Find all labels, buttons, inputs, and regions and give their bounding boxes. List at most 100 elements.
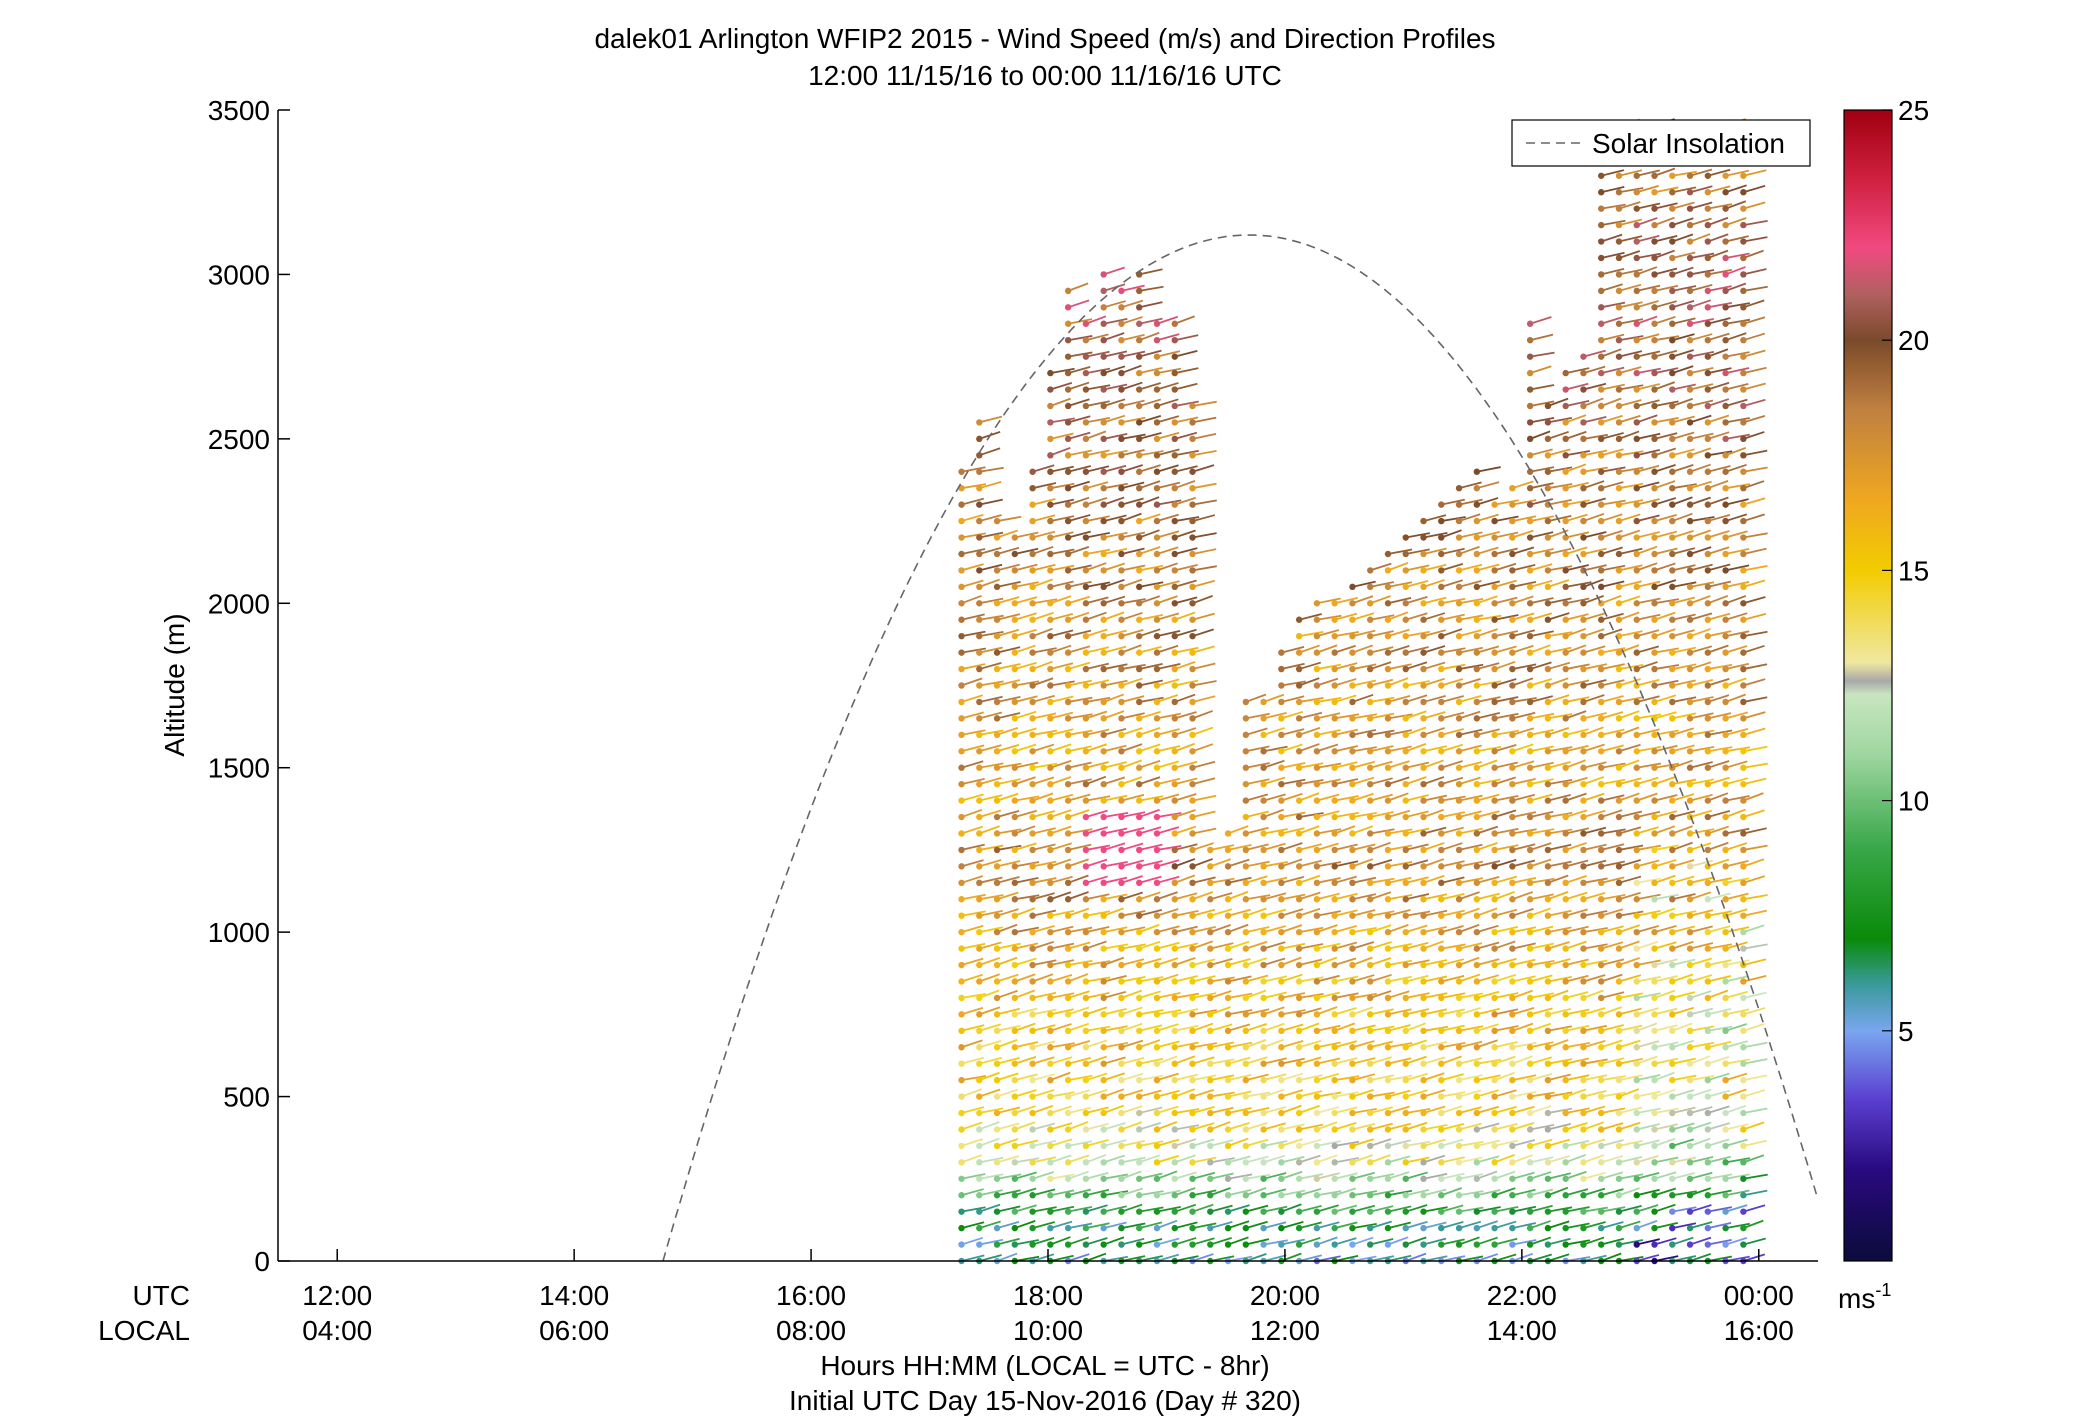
wind-barb-dot (1598, 961, 1605, 969)
wind-barb-dot (976, 698, 983, 706)
wind-barb-shaft (961, 793, 984, 802)
wind-barb-shaft (1298, 1104, 1320, 1114)
wind-barb-dot (1136, 501, 1143, 508)
wind-barb-shaft (1494, 499, 1519, 506)
wind-barb-shaft (1672, 251, 1696, 259)
wind-barb-shaft (979, 876, 1003, 884)
wind-barb-dot (1491, 978, 1498, 985)
wind-barb-dot (1420, 1044, 1427, 1051)
wind-barb-shaft (1067, 828, 1093, 835)
wind-barb-shaft (1352, 1108, 1377, 1114)
wind-barb-shaft (1174, 350, 1198, 358)
wind-barb-dot (1526, 632, 1534, 640)
wind-barb-shaft (1689, 447, 1712, 457)
wind-barb-dot (1455, 1011, 1463, 1018)
wind-barb-dot (976, 748, 983, 755)
wind-barb-shaft (1210, 990, 1232, 999)
wind-barb-shaft (1387, 844, 1413, 851)
wind-barb-shaft (1192, 992, 1217, 999)
wind-barb-shaft (1281, 1104, 1302, 1114)
wind-barb-dot (1242, 1011, 1250, 1018)
wind-barb-shaft (1583, 433, 1608, 440)
wind-barb-dot (1082, 517, 1090, 525)
wind-barb-dot (1011, 928, 1019, 936)
wind-barb-dot (1580, 1224, 1587, 1232)
wind-barb-shaft (1725, 595, 1747, 605)
y-tick-label: 1000 (208, 917, 270, 948)
wind-barb-dot (1029, 945, 1036, 952)
wind-barb-dot (1189, 1126, 1196, 1133)
wind-barb-dot (958, 813, 965, 821)
wind-barb-dot (1544, 896, 1552, 903)
wind-barb-shaft (1316, 778, 1341, 786)
wind-barb-shaft (1085, 795, 1111, 802)
wind-barb-dot (1651, 337, 1658, 344)
wind-barb-dot (993, 945, 1001, 952)
wind-barb-shaft (1441, 992, 1466, 999)
wind-barb-dot (1011, 698, 1019, 706)
wind-barb-dot (1011, 797, 1019, 804)
wind-barb-dot (958, 698, 965, 706)
x-tick-label-local: 08:00 (776, 1315, 846, 1346)
wind-barb-shaft (1369, 595, 1391, 605)
wind-barb-dot (1580, 386, 1587, 393)
wind-barb-dot (1207, 978, 1214, 985)
wind-barb-shaft (1725, 630, 1750, 638)
wind-barb-dot (1473, 1109, 1481, 1117)
wind-barb-shaft (996, 726, 1019, 736)
wind-barb-shaft (1423, 874, 1445, 884)
wind-barb-shaft (1672, 1074, 1697, 1082)
wind-barb-shaft (1654, 776, 1676, 786)
wind-barb-shaft (1369, 1220, 1392, 1229)
wind-barb-shaft (1636, 1074, 1661, 1082)
wind-barb-dot (1438, 567, 1445, 574)
wind-barb-dot (1331, 879, 1338, 887)
wind-barb-shaft (1014, 795, 1040, 802)
wind-barb-shaft (1263, 991, 1287, 999)
wind-barb-dot (976, 567, 983, 574)
wind-barb-dot (1526, 435, 1534, 443)
wind-barb-dot (1615, 1126, 1623, 1133)
wind-barb-shaft (1601, 366, 1625, 374)
wind-barb-shaft (1725, 959, 1750, 966)
wind-barb-shaft (1156, 1009, 1182, 1016)
wind-barb-dot (1473, 912, 1481, 919)
wind-barb-shaft (961, 1088, 983, 1098)
wind-barb-dot (993, 879, 1001, 887)
wind-barb-dot (1740, 665, 1747, 673)
wind-barb-shaft (1458, 810, 1482, 818)
wind-barb-shaft (1067, 809, 1090, 818)
wind-barb-shaft (1618, 1156, 1643, 1164)
wind-barb-shaft (1067, 1074, 1093, 1082)
wind-barb-shaft (1476, 513, 1499, 522)
wind-barb-shaft (1583, 910, 1608, 917)
wind-barb-shaft (1583, 989, 1604, 999)
wind-barb-shaft (1618, 564, 1643, 572)
wind-barb-shaft (1121, 531, 1146, 539)
wind-barb-dot (1509, 517, 1516, 525)
wind-barb-dot (1633, 879, 1640, 887)
wind-barb-shaft (1067, 480, 1090, 490)
wind-barb-shaft (1672, 973, 1694, 983)
wind-barb-dot (1473, 715, 1481, 722)
wind-barb-shaft (1298, 792, 1320, 802)
wind-barb-shaft (1529, 959, 1555, 966)
wind-barb-shaft (1547, 746, 1573, 753)
wind-barb-shaft (1636, 1090, 1661, 1098)
wind-barb-shaft (1601, 580, 1625, 588)
wind-barb-dot (1011, 731, 1019, 739)
wind-barb-shaft (1725, 266, 1746, 276)
wind-barb-shaft (1636, 531, 1660, 539)
wind-barb-shaft (1139, 581, 1164, 588)
wind-barb-dot (993, 1241, 1001, 1248)
wind-barb-shaft (1369, 941, 1392, 950)
wind-barb-shaft (1743, 579, 1766, 588)
wind-barb-shaft (961, 1039, 983, 1049)
wind-barb-dot (1118, 1192, 1125, 1199)
wind-barb-shaft (1689, 1121, 1712, 1131)
wind-barb-dot (1278, 830, 1285, 837)
wind-barb-dot (1722, 1159, 1729, 1166)
wind-barb-shaft (996, 1056, 1020, 1065)
wind-barb-dot (1295, 1027, 1303, 1035)
wind-barb-dot (1544, 484, 1552, 492)
